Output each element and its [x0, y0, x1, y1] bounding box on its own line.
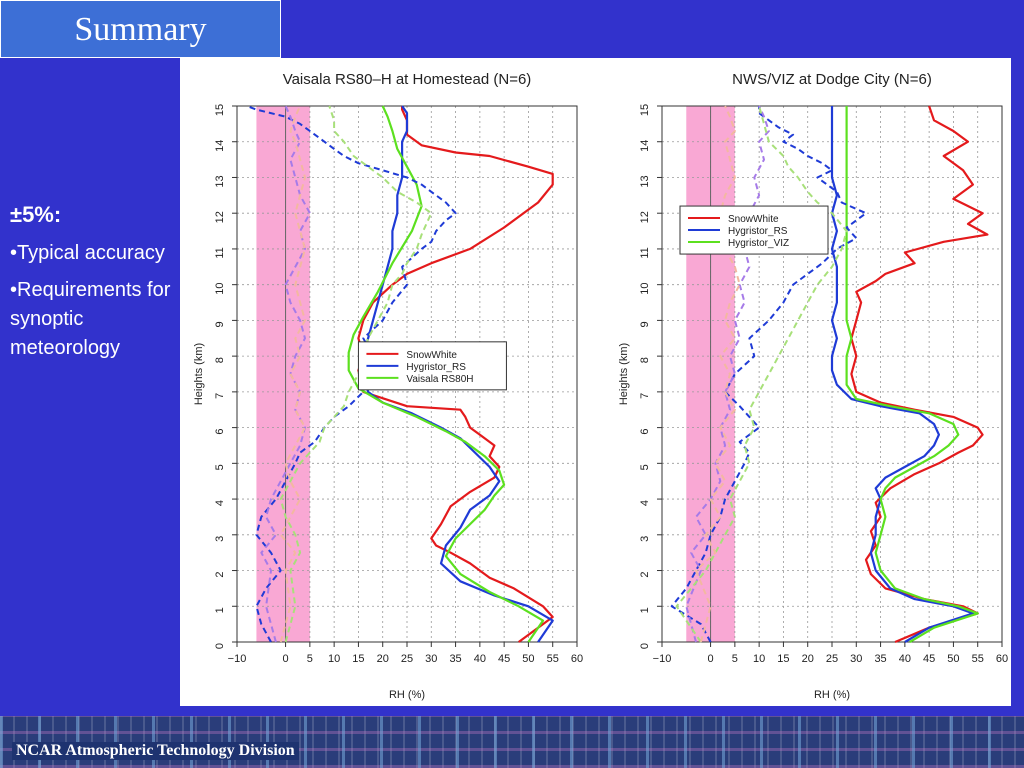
y-tick-label: 0	[214, 643, 226, 649]
x-tick-label: 10	[753, 653, 765, 665]
x-axis-label: RH (%)	[814, 689, 850, 701]
x-tick-label: 50	[947, 653, 959, 665]
series-line-7	[695, 105, 741, 643]
bullet-requirements: •Requirements for synoptic meteorology	[10, 279, 171, 359]
legend-label: Hygristor_RS	[728, 226, 788, 237]
series-line-3	[347, 105, 545, 643]
x-tick-label: 50	[522, 653, 534, 665]
y-tick-label: 1	[214, 607, 226, 613]
x-tick-label: 40	[474, 653, 486, 665]
x-tick-label: 5	[732, 653, 738, 665]
y-tick-label: 6	[214, 429, 226, 435]
legend-label: Hygristor_RS	[406, 362, 466, 373]
x-tick-label: 10	[328, 653, 340, 665]
series-line-1	[850, 105, 989, 644]
series-line-2	[830, 106, 975, 643]
legend-label: Vaisala RS80H	[406, 374, 473, 385]
series-line-5	[685, 105, 770, 643]
y-tick-label: 15	[639, 104, 651, 116]
y-tick-label: 0	[639, 643, 651, 649]
y-tick-label: 8	[639, 357, 651, 363]
y-tick-label: 4	[214, 500, 226, 506]
y-tick-label: 3	[639, 536, 651, 542]
chart-title: NWS/VIZ at Dodge City (N=6)	[732, 71, 932, 88]
y-tick-label: 2	[214, 571, 226, 577]
y-tick-label: 1	[639, 607, 651, 613]
x-tick-label: 30	[425, 653, 437, 665]
x-tick-label: 45	[498, 653, 510, 665]
charts-svg: −10 0 5 10 15 20 25 30 35 40 45 50 55 600123456789101…	[193, 71, 1008, 701]
y-tick-label: 9	[214, 321, 226, 327]
chart-2: −10 0 5 10 15 20 25 30 35 40 45 50 55 600123456789101…	[618, 71, 1008, 701]
series-line-6	[279, 105, 433, 643]
x-tick-label: 55	[547, 653, 559, 665]
bullet-typical-accuracy: •Typical accuracy	[10, 242, 165, 264]
series-line-4	[246, 105, 457, 643]
y-tick-label: 2	[639, 571, 651, 577]
y-tick-label: 14	[639, 140, 651, 152]
y-tick-label: 10	[639, 283, 651, 295]
y-axis-label: Heights (km)	[193, 343, 205, 405]
x-axis-label: RH (%)	[389, 689, 425, 701]
footer-label: NCAR Atmospheric Technology Division	[12, 742, 299, 760]
x-tick-label: 25	[401, 653, 413, 665]
legend-label: SnowWhite	[406, 350, 457, 361]
y-tick-label: 5	[639, 464, 651, 470]
y-tick-label: 10	[214, 283, 226, 295]
y-tick-label: 6	[639, 429, 651, 435]
y-tick-label: 12	[639, 211, 651, 223]
y-tick-label: 12	[214, 211, 226, 223]
series-line-5	[260, 105, 311, 643]
y-tick-label: 15	[214, 104, 226, 116]
x-tick-label: 55	[972, 653, 984, 665]
x-tick-label: 15	[352, 653, 364, 665]
series-line-7	[279, 105, 306, 643]
y-tick-label: 8	[214, 357, 226, 363]
x-tick-label: 45	[923, 653, 935, 665]
bullet-panel: ±5%: •Typical accuracy •Requirements for…	[10, 200, 180, 371]
y-tick-label: 9	[639, 321, 651, 327]
chart-figure: −10 0 5 10 15 20 25 30 35 40 45 50 55 60 0 1 2 3 4 5 6 7 8 9 10 1…	[180, 58, 1011, 706]
y-axis-label: Heights (km)	[618, 343, 630, 405]
legend-label: Hygristor_VIZ	[728, 238, 789, 249]
x-tick-label: 60	[571, 653, 583, 665]
x-tick-label: 35	[874, 653, 886, 665]
series-line-6	[675, 105, 848, 643]
y-tick-label: 13	[214, 175, 226, 187]
slide-title: Summary	[0, 0, 281, 58]
y-tick-label: 14	[214, 140, 226, 152]
y-tick-label: 4	[639, 500, 651, 506]
x-tick-label: 20	[377, 653, 389, 665]
y-tick-label: 11	[214, 247, 226, 258]
x-tick-label: 30	[850, 653, 862, 665]
x-tick-label: 15	[777, 653, 789, 665]
y-tick-label: 11	[639, 247, 651, 258]
x-tick-label: 0	[283, 653, 289, 665]
x-tick-label: 40	[899, 653, 911, 665]
y-tick-label: 5	[214, 464, 226, 470]
footer-banner: NCAR Atmospheric Technology Division	[0, 716, 1024, 768]
chart-title: Vaisala RS80–H at Homestead (N=6)	[283, 71, 532, 88]
bullet-header: ±5%:	[10, 202, 62, 227]
x-tick-label: 60	[996, 653, 1008, 665]
y-tick-label: 13	[639, 175, 651, 187]
x-tick-label: −10	[653, 653, 672, 665]
legend-label: SnowWhite	[728, 214, 779, 225]
y-tick-label: 3	[214, 536, 226, 542]
x-tick-label: 5	[307, 653, 313, 665]
x-tick-label: −10	[228, 653, 247, 665]
x-tick-label: 35	[449, 653, 461, 665]
x-tick-label: 25	[826, 653, 838, 665]
y-tick-label: 7	[639, 393, 651, 399]
x-tick-label: 20	[802, 653, 814, 665]
x-tick-label: 0	[708, 653, 714, 665]
y-tick-label: 7	[214, 393, 226, 399]
chart-1: −10 0 5 10 15 20 25 30 35 40 45 50 55 600123456789101…	[193, 71, 583, 701]
